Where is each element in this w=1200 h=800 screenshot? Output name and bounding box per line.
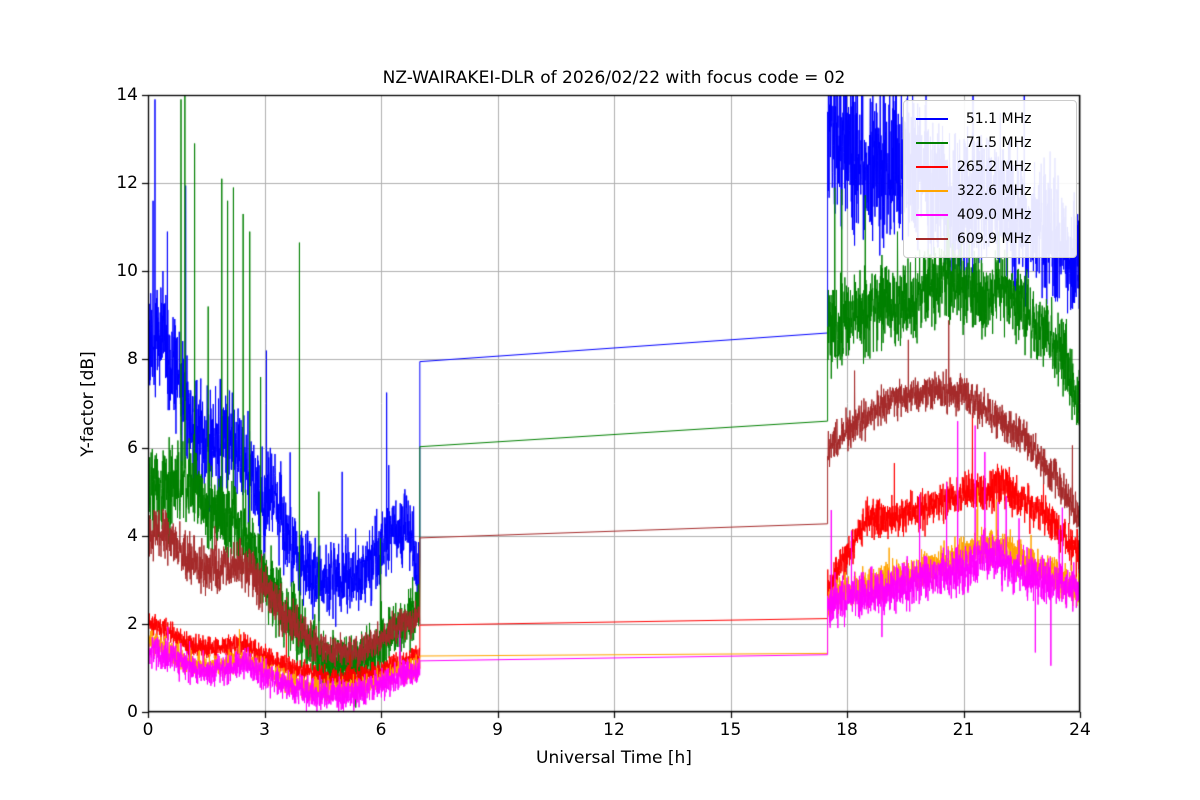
legend-line-sample <box>916 190 948 192</box>
legend-item: 409.0 MHz <box>908 203 1072 227</box>
legend-item: 71.5 MHz <box>908 131 1072 155</box>
legend-item: 609.9 MHz <box>908 227 1072 251</box>
legend-line-sample <box>916 118 948 120</box>
legend-label: 409.0 MHz <box>957 207 1032 223</box>
x-tick-label: 15 <box>719 720 742 740</box>
x-tick-label: 21 <box>952 720 975 740</box>
y-tick-label: 4 <box>127 525 138 546</box>
y-tick-label: 14 <box>116 85 138 105</box>
legend-item: 322.6 MHz <box>908 179 1072 203</box>
legend-label: 51.1 MHz <box>957 111 1032 127</box>
legend-item: 51.1 MHz <box>908 107 1072 131</box>
x-tick-label: 3 <box>259 720 270 740</box>
legend: 51.1 MHz 71.5 MHz 265.2 MHz 322.6 MHz 40… <box>903 100 1077 258</box>
legend-label: 322.6 MHz <box>957 183 1032 199</box>
x-tick-label: 0 <box>142 720 154 740</box>
legend-line-sample <box>916 142 948 144</box>
y-tick-label: 12 <box>116 173 138 194</box>
y-tick-label: 10 <box>116 261 138 282</box>
x-axis-label: Universal Time [h] <box>536 748 692 768</box>
legend-label: 71.5 MHz <box>957 135 1032 151</box>
x-tick-label: 12 <box>603 720 625 740</box>
y-tick-label: 8 <box>127 349 138 370</box>
x-tick-label: 9 <box>492 720 503 740</box>
x-tick-label: 6 <box>375 720 387 740</box>
legend-line-sample <box>916 238 948 240</box>
x-tick-label: 18 <box>836 720 858 740</box>
y-tick-label: 6 <box>127 437 138 458</box>
legend-label: 609.9 MHz <box>957 231 1032 247</box>
legend-line-sample <box>916 214 948 216</box>
y-tick-label: 0 <box>127 702 138 722</box>
y-tick-label: 2 <box>127 613 138 634</box>
chart-title: NZ-WAIRAKEI-DLR of 2026/02/22 with focus… <box>382 68 846 88</box>
legend-item: 265.2 MHz <box>908 155 1072 179</box>
legend-line-sample <box>916 166 948 168</box>
x-tick-label: 24 <box>1069 720 1091 740</box>
legend-label: 265.2 MHz <box>957 159 1032 175</box>
